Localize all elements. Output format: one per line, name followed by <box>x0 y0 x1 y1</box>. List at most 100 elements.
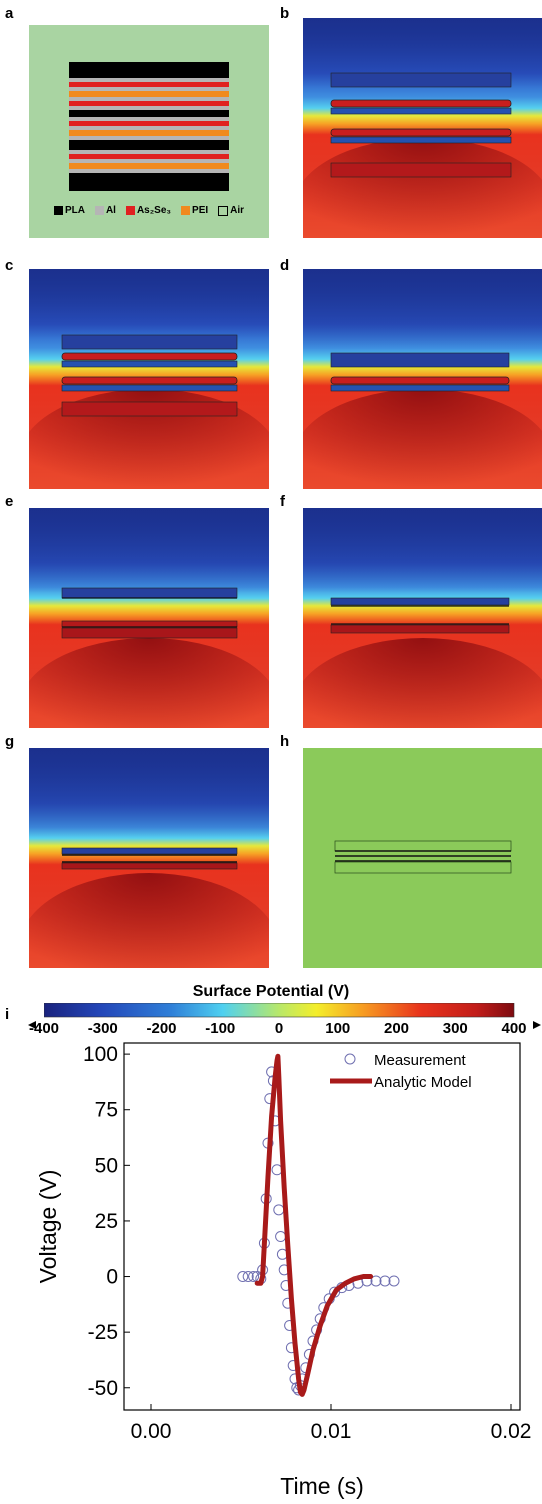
measurement-point <box>352 1277 364 1289</box>
legend-entry-air: Air <box>218 205 244 216</box>
measurement-point <box>264 1093 276 1105</box>
measurement-series <box>237 1066 400 1396</box>
potential-map-e <box>29 508 269 728</box>
measurement-point <box>262 1137 274 1149</box>
potential-map-d <box>303 269 542 489</box>
panel-label-b: b <box>280 5 290 22</box>
y-tick-label: -50 <box>88 1377 118 1400</box>
colorbar-title: Surface Potential (V) <box>192 983 350 1000</box>
measurement-point <box>273 1204 285 1216</box>
measurement-point <box>275 1231 287 1243</box>
measurement-point <box>237 1271 249 1283</box>
measurement-point <box>260 1193 272 1205</box>
al-swatch <box>94 206 104 215</box>
measurement-point <box>266 1066 278 1078</box>
measurement-point <box>361 1275 373 1287</box>
potential-map-b <box>303 18 542 238</box>
panel-label-i: i <box>5 1006 10 1023</box>
measurement-point <box>278 1264 290 1276</box>
colorbar-tick: 400 <box>501 1020 527 1037</box>
measurement-point <box>318 1302 330 1314</box>
pla-swatch <box>53 206 63 215</box>
legend-entry-pei: PEI <box>181 205 208 216</box>
measurement-point <box>255 1273 267 1285</box>
measurement-point <box>307 1335 319 1347</box>
potential-map-g <box>29 748 269 968</box>
measurement-point <box>267 1075 279 1087</box>
analytic-model-line <box>254 1053 374 1397</box>
measurement-point <box>293 1384 305 1396</box>
measurement-point <box>291 1382 303 1394</box>
measurement-point <box>284 1319 296 1331</box>
potential-map-h <box>303 748 542 968</box>
colorbar-tick: -400 <box>28 1020 60 1037</box>
measurement-point <box>336 1282 348 1294</box>
measurement-point <box>300 1362 312 1374</box>
colorbar-tick: 300 <box>442 1020 468 1037</box>
potential-map-c <box>29 269 269 489</box>
pei-swatch <box>181 206 191 215</box>
panel-label-d: d <box>280 257 290 274</box>
measurement-point <box>370 1275 382 1287</box>
measurement-point <box>271 1164 283 1176</box>
legend-model-label: Analytic Model <box>374 1074 472 1091</box>
legend-measurement-marker <box>344 1053 356 1065</box>
colorbar-ticks: -400 -300 -200 -100 0 100 200 300 400 <box>29 1020 527 1040</box>
colorbar-tick: -300 <box>87 1020 118 1037</box>
measurement-point <box>311 1324 323 1336</box>
colorbar <box>44 1003 515 1018</box>
measurement-point <box>343 1279 355 1291</box>
colorbar-tick: -100 <box>205 1020 236 1037</box>
legend-entry-al: Al <box>94 205 116 216</box>
legend-entry-as2se3: As₂Se₃ <box>125 205 171 216</box>
measurement-point <box>314 1313 326 1325</box>
measurement-point <box>285 1342 297 1354</box>
y-tick-label: 25 <box>95 1210 118 1233</box>
y-tick-label: 75 <box>95 1099 118 1122</box>
panel-label-f: f <box>280 493 285 510</box>
colorbar-right-arrow <box>533 1021 541 1029</box>
y-tick-label: 50 <box>95 1154 118 1177</box>
layer-stack <box>69 62 229 191</box>
measurement-point <box>282 1297 294 1309</box>
measurement-point <box>242 1271 254 1283</box>
measurement-point <box>287 1360 299 1372</box>
x-axis-label: Time (s) <box>280 1473 363 1499</box>
colorbar-tick: -200 <box>146 1020 177 1037</box>
measurement-point <box>289 1373 301 1385</box>
measurement-point <box>269 1115 281 1127</box>
panel-label-a: a <box>5 5 14 22</box>
measurement-point <box>303 1348 315 1360</box>
y-axis-label: Voltage (V) <box>35 1170 61 1284</box>
panel-label-g: g <box>5 733 15 750</box>
measurement-point <box>257 1264 269 1276</box>
material-legend: PLA Al As₂Se₃ PEI Air <box>29 205 269 216</box>
measurement-point <box>258 1237 270 1249</box>
analytic-model-series <box>254 1053 374 1397</box>
measurement-point <box>296 1373 308 1385</box>
measurement-point <box>251 1271 263 1283</box>
chart-labels: Time (s) Voltage (V) <box>35 1170 364 1499</box>
chart-legend: Measurement Analytic Model <box>330 1052 472 1091</box>
layer-stack-schematic: PLA Al As₂Se₃ PEI Air <box>29 25 269 238</box>
colorbar-tick: 200 <box>383 1020 410 1037</box>
measurement-point <box>323 1293 335 1305</box>
x-tick-label: 0.00 <box>131 1420 172 1443</box>
colorbar-tick: 100 <box>325 1020 351 1037</box>
measurement-point <box>388 1275 400 1287</box>
colorbar-left-arrow <box>28 1021 36 1029</box>
measurement-point <box>379 1275 391 1287</box>
air-swatch <box>218 205 229 216</box>
measurement-point <box>294 1380 306 1392</box>
panel-label-c: c <box>5 257 14 274</box>
y-tick-label: 0 <box>106 1266 118 1289</box>
colorbar-tick: 0 <box>274 1020 284 1037</box>
x-tick-label: 0.02 <box>491 1420 532 1443</box>
panel-label-h: h <box>280 733 290 750</box>
panel-label-e: e <box>5 493 14 510</box>
measurement-point <box>248 1271 260 1283</box>
potential-map-f <box>303 508 542 728</box>
plot-frame <box>123 1042 521 1411</box>
chart-axes: 100 75 50 25 0 -25 -50 0.00 0.01 0.02 <box>83 1042 532 1443</box>
measurement-point <box>280 1279 292 1291</box>
